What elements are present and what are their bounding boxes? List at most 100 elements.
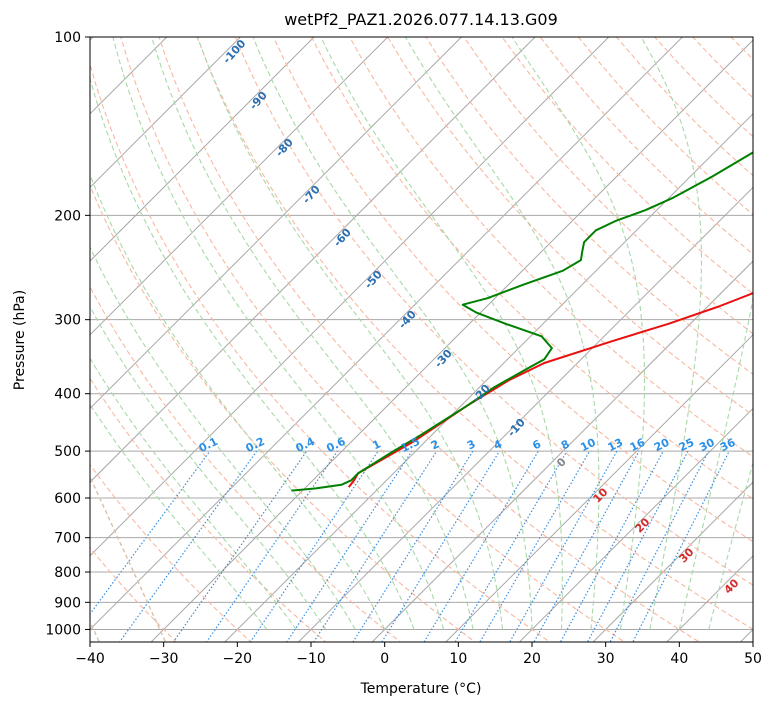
moist-adiabat	[640, 37, 703, 630]
y-tick-label: 700	[54, 531, 81, 547]
dry-adiabat	[616, 37, 753, 177]
mixing-ratio-line	[454, 450, 568, 642]
y-axis-label: Pressure (hPa)	[12, 290, 28, 390]
moist-adiabat	[90, 403, 268, 630]
y-tick-label: 100	[54, 30, 81, 46]
isotherm-line	[518, 407, 753, 642]
mixing-ratio-label: 0.6	[324, 435, 348, 455]
dry-adiabat	[272, 37, 753, 543]
moist-adiabat	[320, 37, 563, 630]
x-tick-label: 0	[380, 651, 389, 667]
dry-adiabat	[501, 37, 753, 295]
mixing-ratio-label: 30	[697, 436, 717, 455]
isotherm-line	[297, 186, 753, 642]
moist-adiabat	[90, 76, 415, 630]
chart-title: wetPf2_PAZ1.2026.077.14.13.G09	[284, 10, 558, 30]
moist-adiabat	[252, 37, 533, 630]
dry-adiabat-label: -90	[247, 89, 270, 113]
isotherm-line	[445, 334, 753, 642]
x-axis: −40 −30 −20 −10 0 10 20 30 40 50	[75, 642, 762, 667]
mixing-ratio-line	[423, 450, 539, 642]
mixing-ratio-line	[509, 450, 618, 642]
y-tick-label: 800	[54, 565, 81, 581]
x-tick-label: 10	[449, 651, 467, 667]
dry-adiabat	[387, 37, 753, 416]
mixing-ratio-line	[90, 450, 211, 615]
y-tick-label: 500	[54, 444, 81, 460]
isotherm-line	[90, 37, 684, 631]
dry-adiabat	[90, 377, 327, 642]
moist-adiabat-label: 10	[591, 485, 611, 505]
mixing-ratio-label: 0.4	[294, 435, 318, 455]
dry-adiabat	[90, 62, 551, 642]
moist-adiabat-label: 30	[677, 545, 697, 565]
dry-adiabat-label: -100	[220, 37, 248, 66]
moist-adiabat	[151, 37, 474, 630]
dewpoint-profile	[291, 151, 753, 492]
x-tick-label: −20	[223, 651, 253, 667]
moist-adiabat	[90, 357, 297, 630]
isotherm-line	[90, 37, 463, 410]
isotherm-line	[592, 481, 753, 642]
plot-frame	[89, 36, 754, 643]
mixing-ratio-label: 3	[465, 437, 478, 452]
mixing-ratio-label: 2	[429, 437, 442, 452]
moist-adiabat	[90, 173, 386, 630]
mixing-ratio-line	[312, 450, 438, 642]
isotherm-line	[90, 37, 610, 557]
isotherm-line	[739, 628, 753, 642]
x-tick-label: −10	[296, 651, 326, 667]
x-tick-label: 20	[523, 651, 541, 667]
dry-adiabat-label: -30	[432, 347, 455, 371]
moist-adiabat	[112, 37, 445, 630]
mixing-ratio-line	[609, 450, 710, 642]
moist-adiabat	[708, 460, 753, 630]
temperature-profile	[348, 292, 753, 488]
x-tick-label: 30	[597, 651, 615, 667]
mixing-ratio-line	[172, 450, 308, 642]
moist-adiabat	[90, 245, 356, 630]
moist-adiabat-label: 0	[554, 455, 569, 470]
mixing-ratio-line	[352, 450, 474, 642]
dry-adiabat-label: -70	[300, 183, 323, 207]
isotherm-line	[224, 113, 753, 642]
dry-adiabat	[158, 37, 701, 642]
moist-adiabat	[511, 37, 646, 630]
dry-adiabat-label: -60	[331, 226, 354, 250]
mixing-ratio-line	[533, 450, 640, 642]
x-tick-label: 40	[670, 651, 688, 667]
dry-adiabat-label: -80	[273, 136, 296, 160]
x-axis-label: Temperature (°C)	[360, 681, 482, 697]
mixing-ratio-label: 25	[677, 436, 696, 454]
dry-adiabat-label: -10	[505, 416, 528, 440]
mixing-ratio-label: 10	[578, 436, 598, 455]
mixing-ratio-label: 0.2	[244, 435, 267, 455]
mixing-ratio-label: 36	[718, 436, 738, 455]
dry-adiabat-label: -50	[362, 268, 385, 292]
mixing-ratio-label: 16	[628, 436, 648, 455]
moist-adiabat	[90, 305, 327, 630]
mixing-ratio-line	[205, 450, 339, 642]
dry-adiabat	[90, 184, 477, 642]
y-tick-label: 300	[54, 313, 81, 329]
mixing-ratio-line	[286, 450, 413, 642]
moist-adiabat	[197, 37, 504, 630]
dry-adiabat	[425, 37, 753, 375]
moist-adiabat	[678, 295, 753, 630]
y-tick-label: 600	[54, 491, 81, 507]
dry-adiabat	[692, 37, 753, 99]
background-lines	[90, 37, 753, 642]
isotherm-line	[90, 37, 536, 483]
mixing-ratio-line	[381, 450, 501, 642]
dry-adiabat	[90, 463, 252, 642]
mixing-ratio-label: 6	[531, 437, 544, 452]
isotherm-line	[666, 555, 753, 642]
y-axis: 100 200 300 400 500 600 700 800 900 1000	[45, 30, 90, 638]
mixing-ratio-line	[632, 450, 730, 642]
dry-adiabat	[90, 285, 402, 642]
series-layer	[291, 151, 753, 492]
y-tick-label: 900	[54, 595, 81, 611]
x-tick-label: −30	[149, 651, 179, 667]
isotherm-line	[90, 37, 242, 189]
